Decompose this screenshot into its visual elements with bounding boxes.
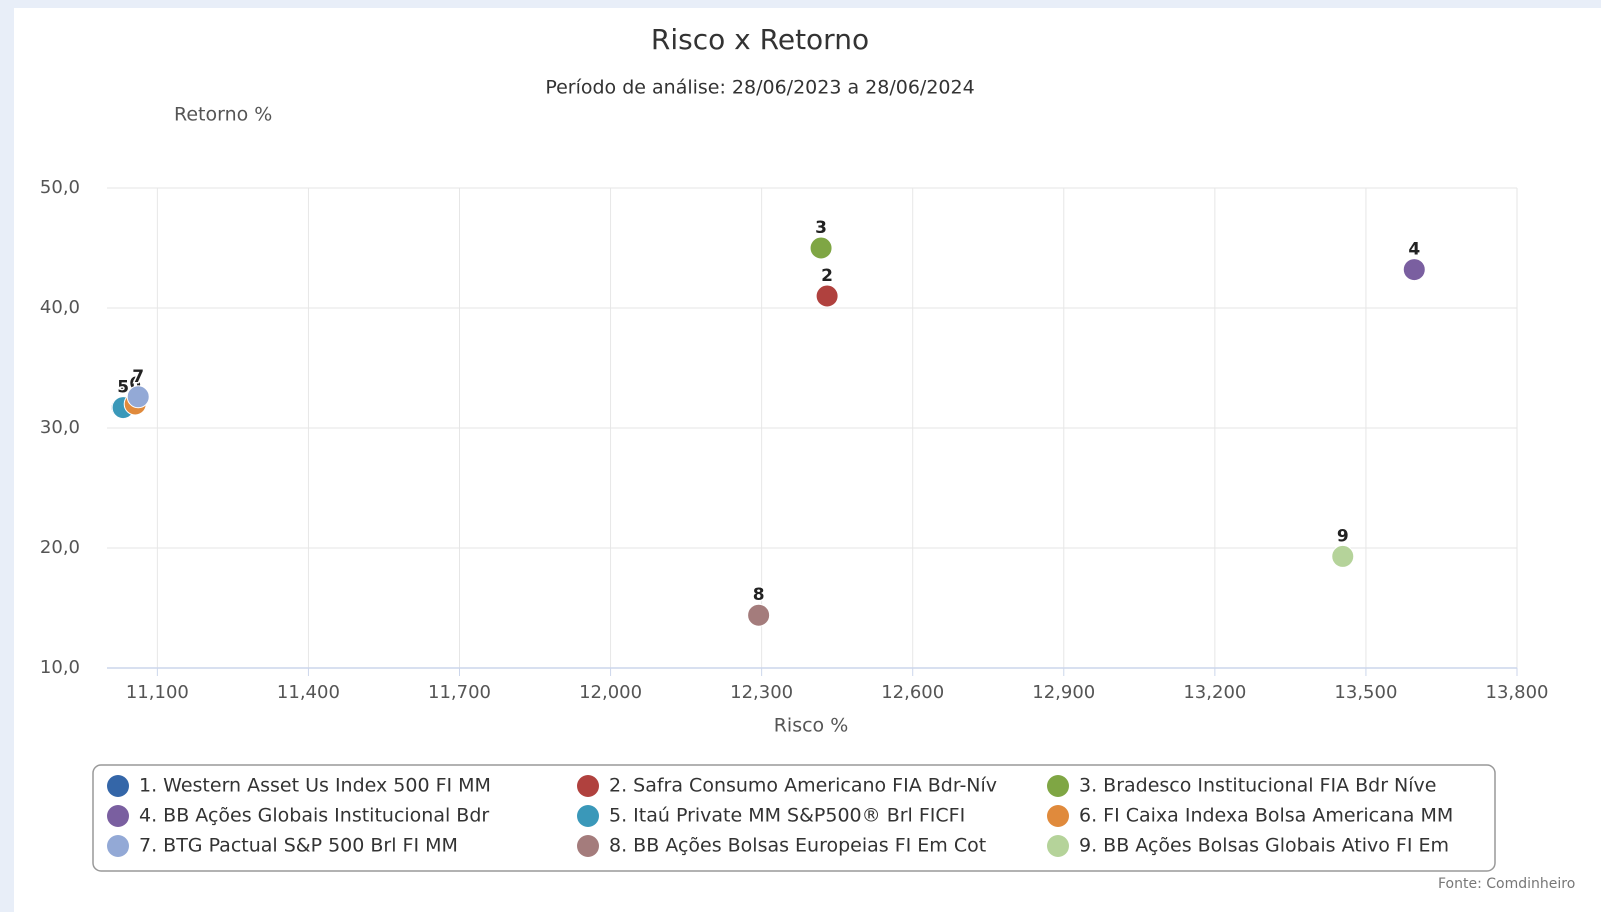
x-tick-label: 13,500	[1334, 682, 1397, 703]
legend-box	[92, 764, 1496, 872]
x-tick-label: 12,300	[730, 682, 793, 703]
y-tick-label: 20,0	[40, 537, 80, 558]
legend-label: 8. BB Ações Bolsas Europeias FI Em Cot	[609, 835, 986, 857]
point-label: 5	[117, 378, 129, 398]
legend-swatch	[1047, 775, 1069, 797]
legend-label: 4. BB Ações Globais Institucional Bdr	[139, 805, 489, 827]
legend-swatch	[577, 775, 599, 797]
x-tick-label: 12,000	[579, 682, 642, 703]
point-label: 9	[1337, 526, 1349, 546]
legend-label: 6. FI Caixa Indexa Bolsa Americana MM	[1079, 805, 1453, 827]
legend-swatch	[107, 835, 129, 857]
y-tick-label: 50,0	[40, 177, 80, 198]
y-axis-label: Retorno %	[174, 104, 272, 126]
legend-label: 9. BB Ações Bolsas Globais Ativo FI Em	[1079, 835, 1449, 857]
y-tick-label: 30,0	[40, 417, 80, 438]
legend-label: 1. Western Asset Us Index 500 FI MM	[139, 775, 491, 797]
point-label: 7	[132, 367, 144, 387]
point-label: 1	[116, 378, 128, 398]
x-axis-label: Risco %	[774, 715, 849, 737]
point	[126, 385, 150, 409]
point	[747, 603, 771, 627]
y-tick-label: 10,0	[40, 657, 80, 678]
legend-label: 3. Bradesco Institucional FIA Bdr Níve	[1079, 775, 1436, 797]
point	[1331, 544, 1355, 568]
x-tick-label: 11,700	[428, 682, 491, 703]
legend-label: 5. Itaú Private MM S&P500® Brl FICFI	[609, 805, 965, 827]
point-label: 8	[753, 585, 765, 605]
x-tick-label: 12,600	[881, 682, 944, 703]
point	[1402, 258, 1426, 282]
point	[815, 284, 839, 308]
x-tick-label: 13,800	[1486, 682, 1549, 703]
legend-swatch	[107, 805, 129, 827]
point-label: 2	[821, 266, 833, 286]
legend-swatch	[107, 775, 129, 797]
legend-swatch	[577, 835, 599, 857]
panel	[14, 8, 1601, 912]
x-tick-label: 11,400	[277, 682, 340, 703]
chart-title: Risco x Retorno	[651, 23, 869, 56]
point	[809, 236, 833, 260]
y-tick-label: 40,0	[40, 297, 80, 318]
legend-swatch	[1047, 835, 1069, 857]
legend-label: 7. BTG Pactual S&P 500 Brl FI MM	[139, 835, 458, 857]
x-tick-label: 13,200	[1183, 682, 1246, 703]
source: Fonte: Comdinheiro	[1438, 876, 1575, 892]
legend-label: 2. Safra Consumo Americano FIA Bdr-Nív	[609, 775, 997, 797]
legend-swatch	[1047, 805, 1069, 827]
x-tick-label: 12,900	[1032, 682, 1095, 703]
chart-subtitle: Período de análise: 28/06/2023 a 28/06/2…	[545, 77, 974, 99]
legend-swatch	[577, 805, 599, 827]
point-label: 3	[815, 218, 827, 238]
x-tick-label: 11,100	[126, 682, 189, 703]
point-label: 4	[1408, 240, 1420, 260]
